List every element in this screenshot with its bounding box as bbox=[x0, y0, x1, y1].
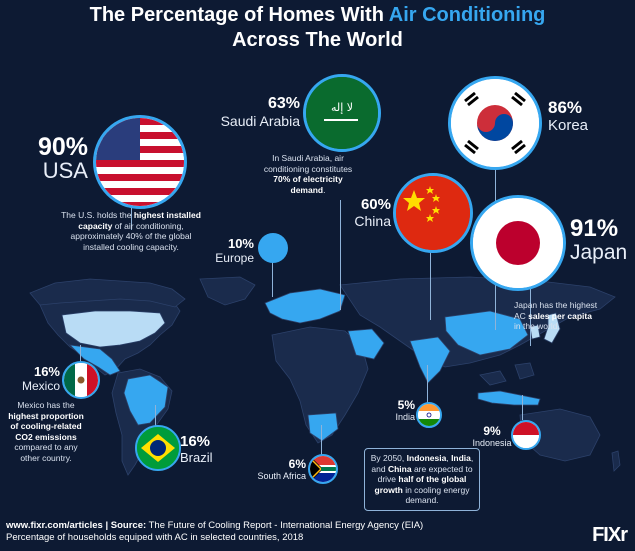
usa-region bbox=[61, 310, 166, 348]
brazil-pct: 16% bbox=[180, 433, 211, 450]
korea-flag-icon bbox=[448, 76, 542, 170]
korea-region bbox=[529, 324, 541, 340]
china-flag-icon bbox=[393, 173, 473, 253]
mexico-label: 16% Mexico bbox=[20, 364, 60, 393]
china-label: 60% China bbox=[345, 196, 391, 229]
mexico-pct: 16% bbox=[33, 364, 60, 379]
greenland bbox=[199, 276, 256, 306]
footer: www.fixr.com/articles | Source: The Futu… bbox=[6, 520, 423, 544]
south-africa-pct: 6% bbox=[288, 457, 306, 471]
japan-pct: 91% bbox=[570, 215, 619, 242]
indonesia-label: 9% Indonesia bbox=[462, 425, 522, 449]
footer-caption: Percentage of households equiped with AC… bbox=[6, 532, 304, 543]
saudi-label: 63% Saudi Arabia bbox=[210, 95, 300, 129]
svg-text:ﻻ إله: ﻻ إله bbox=[331, 101, 353, 114]
footer-source-text: The Future of Cooling Report - Internati… bbox=[148, 520, 424, 531]
mexico-connector bbox=[80, 345, 81, 365]
japan-note: Japan has the highest AC sales per capit… bbox=[514, 300, 598, 331]
saudi-pct: 63% bbox=[267, 95, 300, 112]
sea-islands bbox=[479, 362, 535, 386]
usa-connector bbox=[131, 205, 132, 230]
usa-flag-icon bbox=[93, 115, 187, 209]
usa-note: The U.S. holds the highest installed cap… bbox=[61, 210, 201, 252]
india-pct: 5% bbox=[397, 398, 415, 412]
usa-name: USA bbox=[42, 158, 88, 183]
brazil-name: Brazil bbox=[180, 450, 213, 465]
indonesia-region bbox=[477, 390, 541, 406]
indonesia-name: Indonesia bbox=[472, 438, 512, 448]
europe-region bbox=[264, 288, 346, 324]
mexico-region bbox=[68, 344, 121, 376]
korea-label: 86% Korea bbox=[548, 98, 588, 134]
saudi-name: Saudi Arabia bbox=[220, 113, 300, 129]
usa-pct: 90% bbox=[37, 133, 88, 161]
title-highlight: Air Conditioning bbox=[388, 4, 546, 26]
japan-connector bbox=[530, 286, 531, 346]
south-africa-label: 6% South Africa bbox=[250, 458, 306, 482]
indonesia-pct: 9% bbox=[483, 424, 501, 438]
japan-label: 91% Japan bbox=[570, 216, 627, 264]
japan-region bbox=[543, 312, 561, 344]
saudi-region bbox=[347, 328, 385, 360]
japan-flag-icon bbox=[470, 195, 566, 291]
indonesia-flag-icon bbox=[511, 420, 541, 450]
fixr-logo: FIXr bbox=[592, 524, 628, 546]
footer-source-label: Source: bbox=[110, 520, 147, 531]
south-africa-connector bbox=[321, 425, 322, 455]
mexico-name: Mexico bbox=[21, 379, 60, 393]
saudi-flag-icon: ﻻ إله bbox=[303, 74, 381, 152]
indonesia-connector bbox=[522, 395, 523, 420]
footer-divider: | bbox=[105, 520, 109, 531]
china-pct: 60% bbox=[360, 196, 391, 213]
india-region bbox=[409, 336, 451, 384]
europe-label: 10% Europe bbox=[204, 236, 254, 265]
brazil-label: 16% Brazil bbox=[180, 433, 213, 466]
africa bbox=[271, 326, 369, 444]
india-flag-icon bbox=[416, 402, 442, 428]
korea-pct: 86% bbox=[548, 98, 583, 117]
europe-name: Europe bbox=[215, 251, 254, 265]
mexico-flag-icon bbox=[62, 361, 100, 399]
saudi-connector bbox=[340, 200, 341, 310]
china-connector bbox=[430, 245, 431, 320]
india-name: India bbox=[395, 412, 415, 422]
title-line1: The Percentage of Homes With bbox=[89, 4, 389, 26]
japan-name: Japan bbox=[570, 241, 628, 264]
korea-name: Korea bbox=[548, 117, 589, 134]
canada bbox=[29, 278, 186, 308]
south-africa-flag-icon bbox=[308, 454, 338, 484]
china-name: China bbox=[354, 213, 391, 229]
brazil-connector bbox=[155, 405, 156, 430]
growth-note: By 2050, Indonesia, India, and China are… bbox=[364, 448, 480, 511]
usa-label: 90% USA bbox=[28, 134, 88, 182]
south-africa-region bbox=[307, 412, 339, 442]
brazil-region bbox=[123, 374, 169, 426]
india-label: 5% India bbox=[385, 398, 415, 423]
title-line2: Across The World bbox=[232, 29, 403, 51]
europe-pct: 10% bbox=[227, 236, 254, 251]
india-connector bbox=[427, 365, 428, 405]
south-africa-name: South Africa bbox=[257, 471, 306, 481]
footer-url[interactable]: www.fixr.com/articles bbox=[6, 520, 103, 531]
brazil-flag-icon bbox=[135, 425, 181, 471]
mexico-note: Mexico has the highest proportion of coo… bbox=[8, 400, 84, 463]
china-region bbox=[444, 310, 529, 356]
saudi-note: In Saudi Arabia, air conditioning consti… bbox=[263, 153, 353, 195]
world-map bbox=[29, 276, 621, 476]
europe-connector bbox=[272, 262, 273, 297]
new-zealand bbox=[611, 450, 621, 472]
europe-dot bbox=[258, 233, 288, 263]
page-title: The Percentage of Homes With Air Conditi… bbox=[0, 3, 635, 53]
